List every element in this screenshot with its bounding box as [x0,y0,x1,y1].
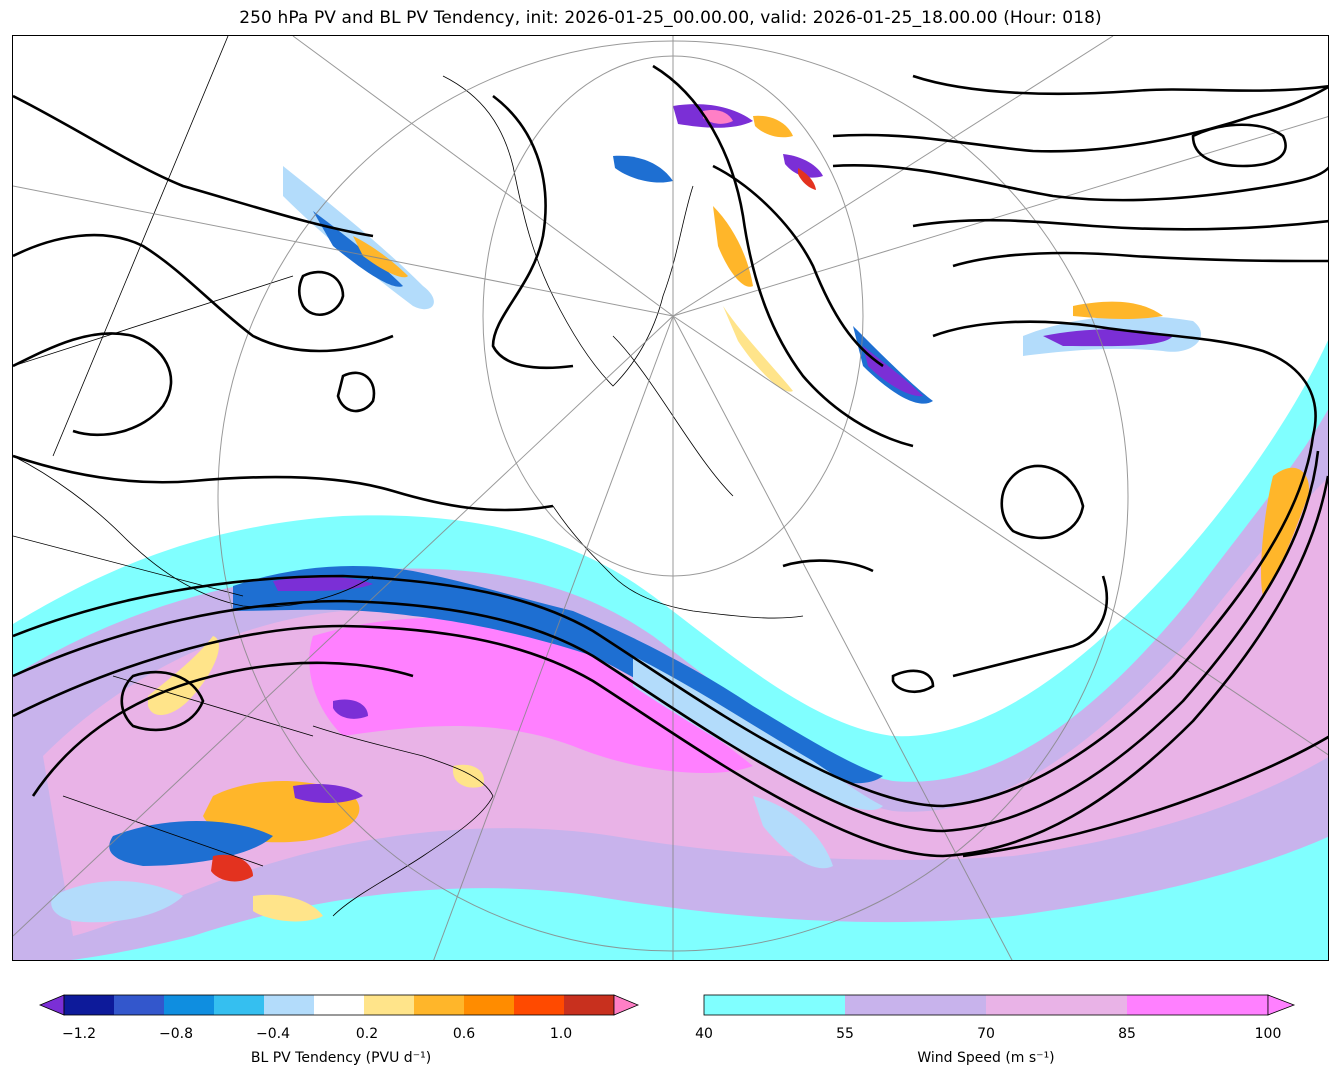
pv-scatter [51,881,184,923]
coastlines [13,36,804,917]
ws-colorbar-label: Wind Speed (m s⁻¹) [917,1050,1055,1066]
colorbar-swatch [414,995,465,1015]
ws-tick-label: 55 [836,1026,854,1042]
pv-contour [13,233,394,353]
pv-contour [912,74,1328,96]
pv-contour [891,669,935,694]
pv-positive-band [723,306,793,392]
colorbar-swatch [164,995,215,1015]
colorbar-swatch [1127,995,1269,1015]
pv-negative-band [283,166,434,310]
pv-contour [912,218,1328,231]
coastline-eastus [312,725,494,917]
pv-positive-band [148,636,219,716]
pv-contour [13,332,173,437]
colorbar-extend-high [613,994,640,1016]
map-panel[interactable] [12,35,1329,961]
pv-negative-band [613,155,673,183]
pv-tick-label: −0.4 [256,1026,290,1042]
pv-negative-band [863,346,923,397]
longitude-line [672,315,1328,756]
pv-contour [952,251,1328,268]
pv-contour [1000,464,1085,540]
pv-contour [297,270,345,316]
pv-positive-band [703,110,733,124]
colorbar-extend-high [1267,994,1296,1016]
pv-tendency-colorbar: −1.2 −0.8 −0.4 0.2 0.6 1.0 BL PV Tendenc… [38,994,642,1075]
wind-speed-colorbar: 40 55 70 85 100 Wind Speed (m s⁻¹) [695,994,1304,1075]
colorbar-swatch [264,995,315,1015]
ws-tick-label: 100 [1254,1026,1282,1042]
pv-positive-band [753,115,793,138]
colorbar-swatch [214,995,265,1015]
pv-contour [712,164,884,368]
colorbar-swatch [64,995,115,1015]
pv-contour [336,371,376,413]
ws-tick-label: 40 [695,1026,713,1042]
pv-tick-label: 1.0 [549,1026,573,1042]
ws-tick-label: 85 [1118,1026,1136,1042]
pv-positive-band [1261,467,1309,596]
colorbar-swatch [514,995,565,1015]
pv-colorbar-swatches [38,994,640,1016]
coastline-greenland [442,75,694,387]
colorbar-swatch [114,995,165,1015]
pv-positive-band [1073,301,1163,320]
colorbar-swatch [845,995,987,1015]
pv-contour [13,94,374,238]
colorbar-swatch [314,995,365,1015]
pv-contour [782,559,874,573]
pv-scatter [253,894,323,922]
pv-contour [652,64,914,448]
pv-contour [962,735,1328,858]
colorbar-swatch [564,995,615,1015]
pv-positive-band [798,168,816,190]
pv-colorbar-label: BL PV Tendency (PVU d⁻¹) [250,1050,432,1066]
pv-contour [120,670,205,732]
pv-contour [13,475,1328,858]
pv-tick-label: 0.6 [452,1026,476,1042]
pv-contour [1191,123,1287,168]
pv-contour [491,94,574,370]
colorbar-swatch [464,995,515,1015]
map-title: 250 hPa PV and BL PV Tendency, init: 202… [239,8,1102,28]
pv-contour [832,164,1328,202]
pv-positive-band [713,206,753,287]
pv-negative-band [853,326,933,404]
pv-tick-label: 0.2 [355,1026,379,1042]
pv-negative-band [313,211,403,287]
colorbar-extend-low [38,994,65,1016]
colorbar-swatch [704,995,846,1015]
pv-tick-label: −1.2 [62,1026,96,1042]
pv-negative-band [753,796,833,869]
pv-negative-band [273,576,373,592]
ws-tick-label: 70 [977,1026,995,1042]
pv-negative-band [633,656,883,811]
ws-colorbar-swatches [703,994,1296,1016]
pv-contours [13,64,1328,858]
colorbar-swatch [986,995,1128,1015]
pv-contour [13,454,554,512]
longitude-line [292,36,674,317]
pv-scatter [293,784,363,803]
pv-positive-band [353,236,408,278]
pv-contour [31,661,414,797]
map-canvas [13,36,1328,960]
pv-contour [13,450,1320,833]
longitude-line [13,185,674,317]
border-lines [13,275,314,867]
pv-contour [952,575,1108,678]
pv-contour [832,85,1328,153]
pv-negative-band [783,154,823,178]
pv-scatter [333,699,368,719]
pv-scatter [211,854,253,882]
longitude-line [433,315,674,960]
pv-tick-label: −0.8 [159,1026,193,1042]
longitude-line [672,36,1114,317]
colorbar-swatch [364,995,415,1015]
longitude-line [672,116,1328,317]
pv-contour [13,320,1317,808]
